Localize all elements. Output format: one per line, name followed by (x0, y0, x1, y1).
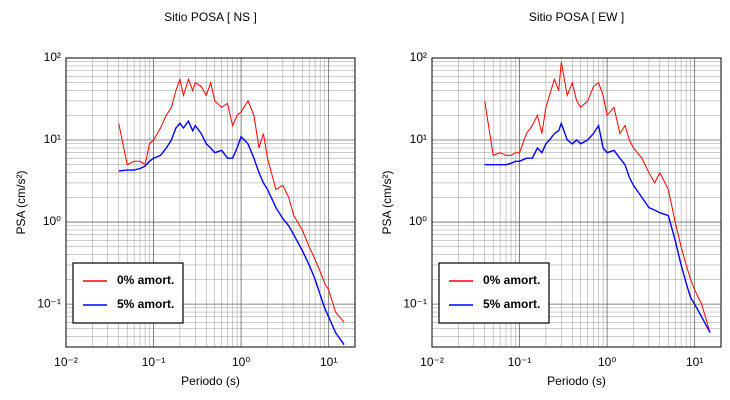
y-tick-label: 10² (44, 50, 61, 64)
chart-title: Sitio POSA [ EW ] (529, 10, 624, 24)
legend-label: 5% amort. (117, 297, 174, 311)
x-tick-label: 10⁻² (420, 355, 444, 369)
y-tick-label: 10¹ (410, 132, 427, 146)
chart-panel: 10⁻² 10⁻¹ 10⁰ 10¹ 10⁻¹ 10⁰ 10¹ 10² Sitio POSA [ … (14, 10, 356, 388)
y-tick-label: 10¹ (44, 132, 61, 146)
y-tick-label: 10⁻¹ (403, 296, 427, 310)
legend-box (438, 262, 550, 324)
series-line (118, 77, 345, 323)
legend-label: 0% amort. (483, 273, 540, 287)
plot-frame (65, 57, 356, 348)
x-tick-label: 10¹ (320, 355, 337, 369)
y-axis-label: PSA (cm/s²) (14, 170, 28, 234)
x-tick-label: 10⁰ (598, 355, 616, 369)
x-axis-label: Periodo (s) (181, 374, 240, 388)
x-tick-label: 10⁻² (54, 355, 78, 369)
chart-panel: 10⁻² 10⁻¹ 10⁰ 10¹ 10⁻¹ 10⁰ 10¹ 10² Sitio POSA [ … (380, 10, 722, 388)
chart-title: Sitio POSA [ NS ] (164, 10, 257, 24)
legend-label: 5% amort. (483, 297, 540, 311)
series-line (484, 61, 711, 333)
y-tick-label: 10⁰ (43, 214, 61, 228)
x-axis-label: Periodo (s) (547, 374, 606, 388)
y-tick-label: 10⁻¹ (37, 296, 61, 310)
plot-frame (431, 57, 722, 348)
legend-label: 0% amort. (117, 273, 174, 287)
x-tick-label: 10⁻¹ (142, 355, 166, 369)
x-tick-label: 10⁻¹ (508, 355, 532, 369)
series-line (118, 119, 345, 346)
x-tick-label: 10¹ (686, 355, 703, 369)
y-tick-label: 10⁰ (409, 214, 427, 228)
y-tick-label: 10² (410, 50, 427, 64)
x-tick-label: 10⁰ (232, 355, 250, 369)
series-line (484, 121, 711, 333)
legend-box (72, 262, 184, 324)
y-axis-label: PSA (cm/s²) (380, 170, 394, 234)
